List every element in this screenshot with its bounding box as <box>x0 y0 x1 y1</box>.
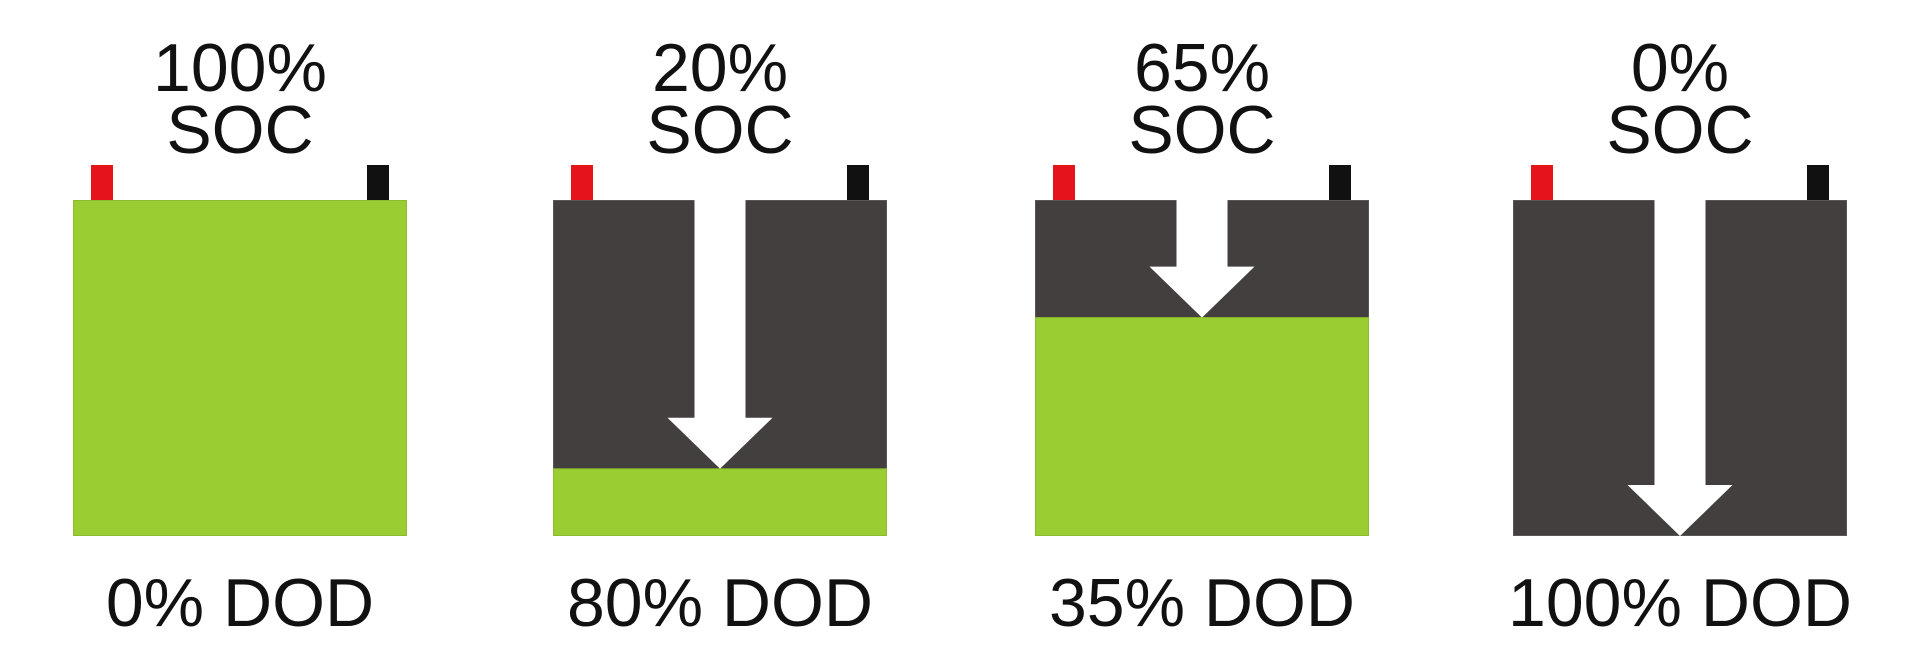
positive-terminal-icon <box>1531 165 1553 200</box>
discharge-arrow-icon <box>1627 200 1733 536</box>
soc-value-label: 0% <box>1630 30 1730 106</box>
soc-value-label: 65% <box>1133 30 1271 106</box>
battery-body <box>73 200 407 536</box>
soc-unit-label: SOC <box>1128 92 1276 168</box>
soc-unit-label: SOC <box>166 92 314 168</box>
positive-terminal-icon <box>571 165 593 200</box>
soc-value-label: 20% <box>651 30 789 106</box>
dod-label: 35% DOD <box>1048 565 1356 641</box>
battery-group: 65% SOC 35% DOD <box>1035 0 1369 672</box>
negative-terminal-icon <box>847 165 869 200</box>
negative-terminal-icon <box>1807 165 1829 200</box>
soc-unit-label: SOC <box>646 92 794 168</box>
battery-group: 20% SOC 80% DOD <box>553 0 887 672</box>
charge-level-fill <box>1035 317 1369 536</box>
battery-body <box>553 200 887 536</box>
battery-body <box>1035 200 1369 536</box>
soc-unit-label: SOC <box>1606 92 1754 168</box>
positive-terminal-icon <box>91 165 113 200</box>
battery-group: 100% SOC 0% DOD <box>73 0 407 672</box>
dod-label: 80% DOD <box>566 565 874 641</box>
dod-label: 100% DOD <box>1508 565 1852 641</box>
soc-value-label: 100% <box>153 30 327 106</box>
battery-group: 0% SOC 100% DOD <box>1508 0 1852 672</box>
negative-terminal-icon <box>367 165 389 200</box>
negative-terminal-icon <box>1329 165 1351 200</box>
charge-level-fill <box>553 468 887 536</box>
positive-terminal-icon <box>1053 165 1075 200</box>
discharge-arrow-icon <box>667 200 773 469</box>
charge-level-fill <box>73 200 407 536</box>
dod-label: 0% DOD <box>105 565 375 641</box>
battery-body <box>1513 200 1847 536</box>
discharge-arrow-icon <box>1149 200 1255 318</box>
